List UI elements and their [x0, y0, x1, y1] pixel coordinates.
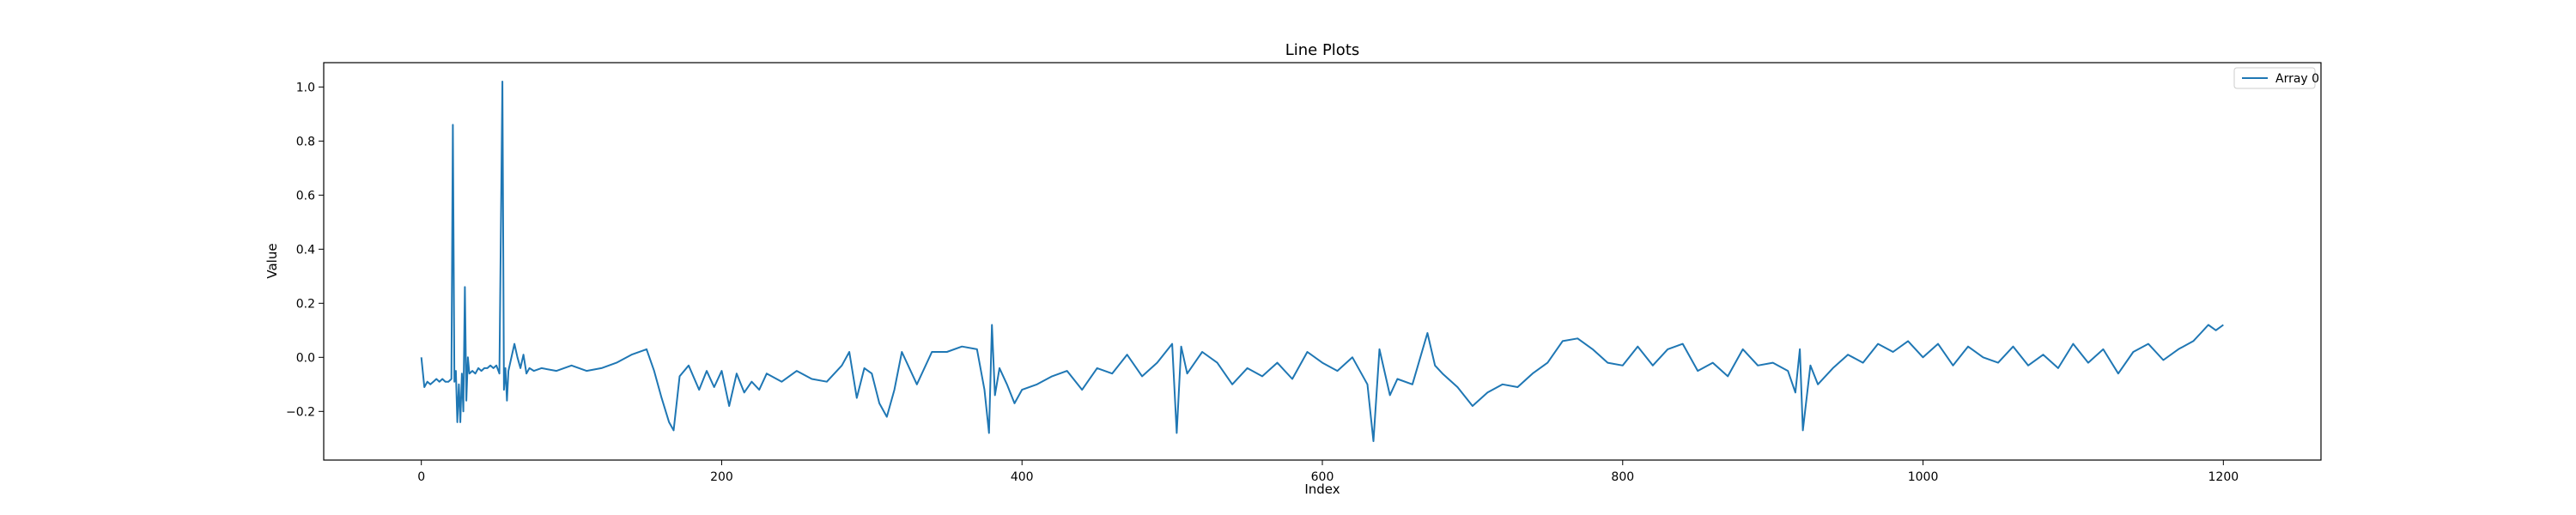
x-axis-ticks: 0 200 400 600 800 1000 1200 — [417, 460, 2239, 484]
legend-label: Array 0 — [2275, 72, 2319, 86]
y-tick-label: 0.4 — [296, 243, 315, 257]
x-tick-label: 1000 — [1908, 470, 1939, 484]
y-axis-label: Value — [264, 243, 280, 278]
plot-area-frame — [323, 62, 2322, 461]
y-tick-label: 0.2 — [296, 297, 315, 311]
x-tick-label: 1200 — [2208, 470, 2239, 484]
y-tick-label: 0.6 — [296, 189, 315, 203]
x-tick-label: 400 — [1011, 470, 1034, 484]
series-line-array-0 — [420, 81, 2224, 442]
y-tick-label: 0.8 — [296, 135, 315, 148]
y-tick-label: 1.0 — [296, 81, 315, 94]
x-tick-label: 0 — [417, 470, 425, 484]
series-group — [420, 81, 2224, 442]
y-tick-label: −0.2 — [286, 405, 315, 419]
x-axis-label: Index — [1304, 482, 1340, 497]
x-tick-label: 200 — [710, 470, 733, 484]
x-tick-label: 800 — [1611, 470, 1634, 484]
legend-box — [2233, 67, 2316, 89]
x-tick-label: 600 — [1311, 470, 1334, 484]
chart-title: Line Plots — [1285, 41, 1360, 59]
legend: Array 0 — [2233, 67, 2319, 89]
y-tick-label: 0.0 — [296, 351, 315, 365]
y-axis-ticks: −0.2 0.0 0.2 0.4 0.6 0.8 1.0 — [286, 81, 324, 419]
